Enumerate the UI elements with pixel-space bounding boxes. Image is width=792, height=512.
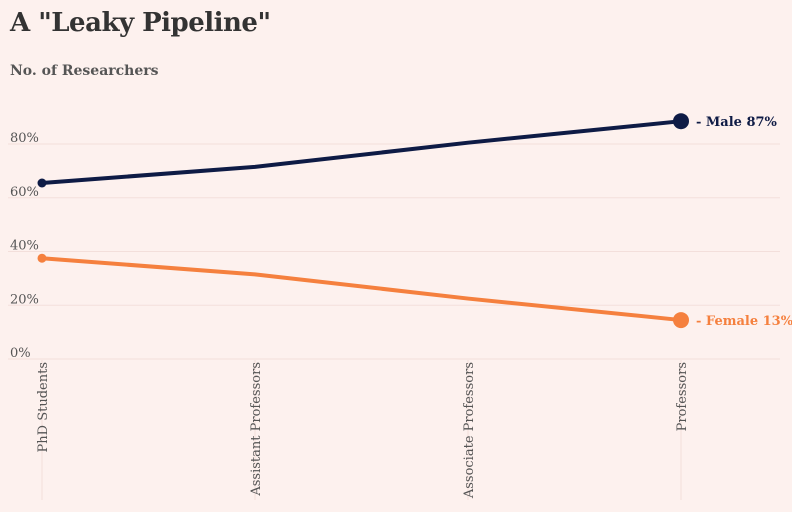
series-line bbox=[40, 256, 683, 323]
end-label: - Female 13% bbox=[696, 314, 792, 329]
y-tick-label: 20% bbox=[10, 292, 39, 307]
x-tick-label: Professors bbox=[675, 362, 690, 431]
y-tick-label: 60% bbox=[10, 185, 39, 200]
series-line bbox=[40, 119, 683, 185]
start-point bbox=[37, 178, 47, 188]
y-tick-label: 0% bbox=[10, 346, 31, 361]
chart-title: A "Leaky Pipeline" bbox=[10, 8, 271, 38]
y-tick-label: 40% bbox=[10, 239, 39, 254]
y-tick-label: 80% bbox=[10, 131, 39, 146]
x-tick-label: PhD Students bbox=[36, 362, 51, 452]
end-point bbox=[673, 312, 689, 329]
end-point bbox=[673, 113, 689, 130]
x-tick-label: Associate Professors bbox=[462, 362, 477, 499]
start-point bbox=[37, 253, 47, 263]
series-group: - Male 87% - Female 13% bbox=[37, 113, 792, 329]
chart-subtitle: No. of Researchers bbox=[10, 63, 159, 79]
x-axis: PhD Students Assistant Professors Associat… bbox=[36, 362, 690, 499]
end-label: - Male 87% bbox=[696, 115, 778, 130]
gridlines bbox=[8, 143, 780, 500]
y-axis: 0% 20% 40% 60% 80% bbox=[10, 131, 39, 361]
x-tick-label: Assistant Professors bbox=[249, 362, 264, 497]
